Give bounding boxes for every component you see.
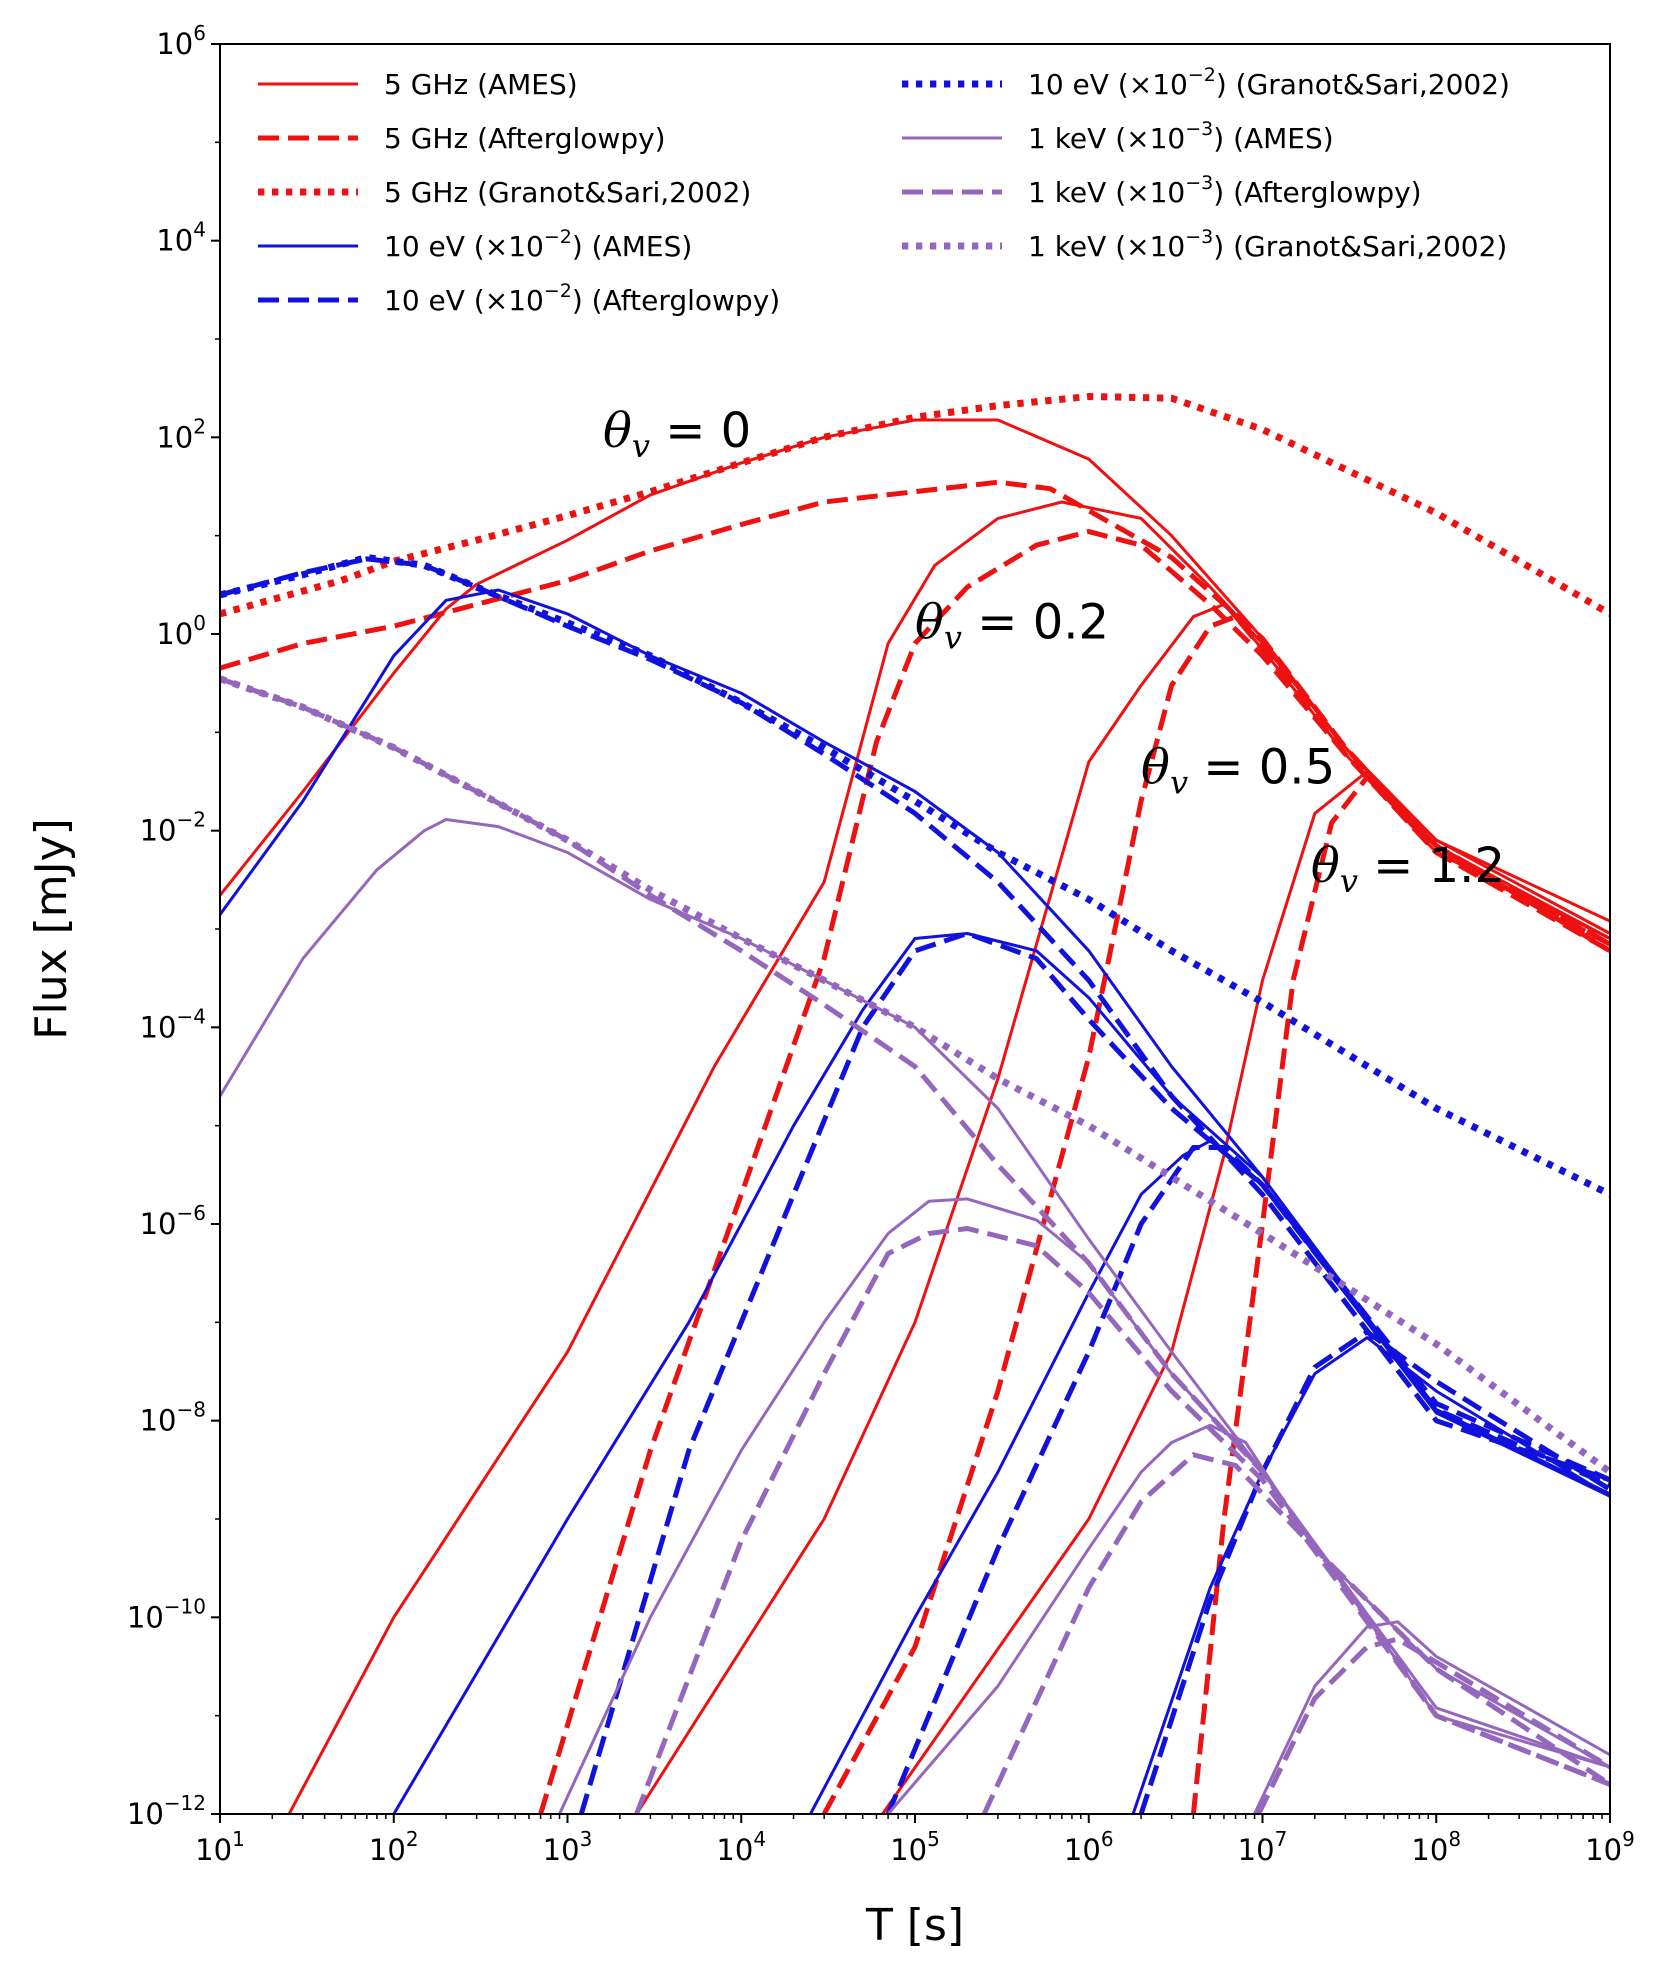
series-line-1-kev-ames-theta-0-2 [558,1197,1610,1814]
series-line-10-ev-afterglowpy-theta-1-2 [1138,1329,1610,1814]
legend-label: 10 eV (×10−2) (Afterglowpy) [384,280,780,317]
y-tick-label: 102 [156,414,206,454]
series-line-10-ev-ames-theta-0 [220,588,1610,1496]
y-tick-label: 106 [156,21,206,61]
series-line-1-kev-afterglowpy-theta-0-2 [634,1226,1610,1814]
series-line-10-ev-ames-theta-1-2 [1131,1336,1610,1814]
annotations: θv = 0 θv = 0.2 θv = 0.5 θv = 1.2 [603,403,1505,900]
y-axis-label: Flux [mJy] [26,818,77,1040]
legend-label: 1 keV (×10−3) (AMES) [1028,118,1334,155]
series-line-5-ghz-ames-theta-0-2 [287,500,1610,1814]
x-tick-label: 107 [1238,1827,1288,1867]
legend-label: 5 GHz (Granot&Sari,2002) [384,176,751,209]
x-tick-label: 109 [1585,1827,1635,1867]
legend-label: 5 GHz (Afterglowpy) [384,122,666,155]
series-line-1-kev-afterglowpy-theta-0 [220,676,1610,1787]
x-tick-label: 106 [1064,1827,1114,1867]
series-line-5-ghz-ames-theta-0 [220,418,1610,923]
y-tick-label: 100 [156,611,206,651]
series-line-5-ghz-ames-theta-1-2 [881,770,1610,1814]
series-line-10-ev-ames-theta-0-2 [392,932,1610,1814]
theta-annotation: θv = 0.5 [1141,740,1335,802]
x-axis-label: T [s] [865,1900,964,1951]
x-tick-label: 105 [890,1827,940,1867]
series-layer [220,393,1610,1814]
x-tick-label: 104 [716,1827,766,1867]
x-tick-label: 101 [195,1827,245,1867]
series-line-1-kev-ames-theta-1-2 [1253,1620,1610,1814]
series-line-1-kev-ames-theta-0 [220,818,1610,1769]
legend-label: 1 keV (×10−3) (Afterglowpy) [1028,172,1422,209]
y-tick-label: 10−8 [140,1398,206,1438]
theta-annotation: θv = 0 [603,403,751,465]
legend-label: 1 keV (×10−3) (Granot&Sari,2002) [1028,226,1507,263]
y-tick-label: 10−4 [140,1004,206,1044]
y-tick-label: 10−12 [127,1791,206,1831]
legend-label: 10 eV (×10−2) (AMES) [384,226,692,263]
legend: 5 GHz (AMES) 5 GHz (Afterglowpy) 5 GHz (Gr… [258,64,1510,317]
series-line-1-kev-afterglowpy-theta-1-2 [1256,1636,1610,1814]
series-line-10-ev-granot-sari-2002-theta-0 [220,554,1610,1198]
theta-annotation: θv = 1.2 [1311,838,1505,900]
series-line-10-ev-afterglowpy-theta-0-5 [885,1145,1610,1814]
x-tick-label: 102 [369,1827,419,1867]
x-tick-label: 108 [1411,1827,1461,1867]
series-line-5-ghz-granot-sari-2002-theta-0 [220,393,1610,618]
x-tick-label: 103 [543,1827,593,1867]
y-tick-label: 10−10 [127,1594,206,1634]
y-tick-label: 10−6 [140,1201,206,1241]
y-tick-label: 10−2 [140,808,206,848]
theta-annotation: θv = 0.2 [915,594,1109,656]
series-line-5-ghz-afterglowpy-theta-1-2 [1190,774,1610,1814]
y-tick-label: 104 [156,218,206,258]
series-line-5-ghz-afterglowpy-theta-0-5 [821,614,1610,1814]
ticks-layer: 101 102 103 104 105 106 107 108 109 10−12 10−10 10−… [127,21,1635,1867]
legend-label: 10 eV (×10−2) (Granot&Sari,2002) [1028,64,1510,101]
legend-label: 5 GHz (AMES) [384,68,578,101]
